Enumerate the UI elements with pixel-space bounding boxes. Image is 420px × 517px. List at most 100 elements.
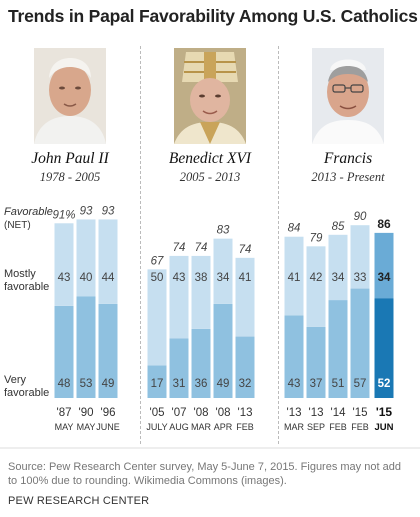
data-label-total: 93 [102,205,115,217]
data-label-total: 74 [173,242,186,254]
bar-very-favorable [350,288,370,398]
data-label-total: 86 [377,217,391,231]
data-label-total: 84 [288,223,301,235]
data-label-very: 17 [151,378,164,390]
bar-very-favorable [328,300,348,398]
x-tick-year: '87 [57,407,72,419]
bar-mostly-favorable [191,255,211,329]
data-label-mostly: 50 [151,272,164,284]
x-tick-year: '08 [194,407,209,419]
chart-title: Trends in Papal Favorability Among U.S. … [8,6,418,26]
data-label-mostly: 34 [217,272,230,284]
data-label-mostly: 34 [332,272,345,284]
data-label-total: 67 [151,255,164,267]
x-tick-year: '08 [216,407,231,419]
data-label-mostly: 43 [173,272,186,284]
x-tick-year: '96 [101,407,116,419]
source-note: Source: Pew Research Center survey, May … [8,461,401,487]
x-tick-year: '13 [238,407,253,419]
bar-very-favorable [191,328,211,398]
x-tick-month: MAR [284,422,305,432]
john-paul-ii-portrait [34,48,106,144]
data-label-mostly: 43 [58,272,71,284]
data-label-very: 36 [195,378,208,390]
data-label-mostly: 34 [378,272,391,284]
x-tick-year: '13 [287,407,302,419]
x-tick-month: SEP [307,422,325,432]
data-label-very: 31 [173,378,186,390]
x-tick-month: AUG [169,422,189,432]
pope-name-benedict-xvi: Benedict XVI [168,150,252,167]
x-tick-year: '90 [79,407,94,419]
era-divider [140,46,141,444]
x-tick-month: JUNE [96,422,120,432]
bar-mostly-favorable [328,234,348,301]
bar-mostly-favorable [147,269,167,366]
x-tick-month: MAY [55,422,74,432]
x-tick-year: '15 [376,405,393,419]
x-tick-month: APR [214,422,233,432]
data-label-very: 52 [378,378,391,390]
bar-mostly-favorable [235,257,255,337]
pope-name-francis: Francis [323,150,373,167]
mostly-favorable-label: Mostly favorable [4,268,50,293]
data-label-mostly: 42 [310,272,323,284]
pope-years-john-paul-ii: 1978 - 2005 [39,170,101,184]
data-label-mostly: 44 [102,272,115,284]
bar-very-favorable [213,303,233,398]
bar-very-favorable [284,315,304,398]
x-tick-year: '07 [172,407,187,419]
data-label-total: 91% [52,209,75,221]
data-label-total: 79 [310,232,323,244]
data-label-total: 83 [217,225,230,237]
francis-portrait [312,48,384,144]
bar-very-favorable [76,296,96,398]
bar-mostly-favorable [284,236,304,316]
bar-mostly-favorable [54,223,74,306]
x-tick-month: JULY [146,422,167,432]
data-label-total: 90 [354,211,367,223]
data-label-very: 37 [310,378,323,390]
data-label-total: 74 [195,242,208,254]
data-label-total: 93 [80,205,93,217]
x-tick-month: FEB [329,422,347,432]
bar-very-favorable [98,303,118,398]
benedict-xvi-portrait [174,48,246,144]
data-label-very: 53 [80,378,93,390]
x-tick-year: '15 [353,407,368,419]
favorable-label: Favorable (NET) [4,206,53,231]
data-label-very: 49 [217,378,230,390]
data-label-mostly: 38 [195,272,208,284]
bar-mostly-favorable [374,232,394,299]
x-tick-year: '13 [309,407,324,419]
bar-mostly-favorable [98,219,118,304]
pope-years-benedict-xvi: 2005 - 2013 [179,170,241,184]
data-label-very: 48 [58,378,71,390]
x-tick-month: MAY [77,422,96,432]
bar-very-favorable [169,338,189,398]
bar-very-favorable [54,305,74,398]
bar-very-favorable [235,336,255,398]
data-label-mostly: 41 [288,272,301,284]
bar-mostly-favorable [350,225,370,289]
data-label-very: 57 [354,378,367,390]
data-label-very: 32 [239,378,252,390]
data-label-mostly: 33 [354,272,367,284]
bar-mostly-favorable [306,246,326,327]
x-tick-month: JUN [374,422,393,433]
bar-mostly-favorable [213,238,233,304]
bar-very-favorable [374,298,394,398]
data-label-very: 43 [288,378,301,390]
x-tick-month: FEB [351,422,369,432]
x-tick-year: '05 [150,407,165,419]
data-label-mostly: 41 [239,272,252,284]
data-label-mostly: 40 [80,272,93,284]
org-credit: PEW RESEARCH CENTER [8,495,150,507]
very-favorable-label: Very favorable [4,374,50,399]
data-label-total: 74 [239,244,252,256]
pope-name-john-paul-ii: John Paul II [31,150,109,167]
x-tick-month: FEB [236,422,254,432]
data-label-total: 85 [332,221,345,233]
bar-very-favorable [147,365,167,398]
